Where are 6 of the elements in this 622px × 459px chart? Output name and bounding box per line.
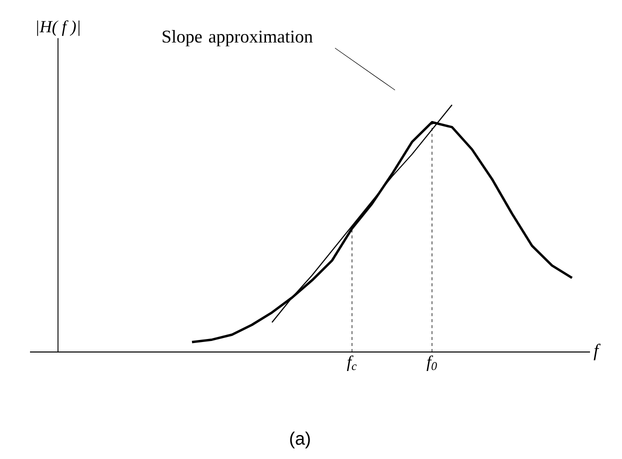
text: (a) [290,432,310,448]
text: |H( f )| [37,20,80,36]
x-tick-label: f$_{0}$ [426,356,437,372]
text: Slope approximation [162,30,313,46]
x-axis-title: f [594,344,601,360]
x-tick-label: f$_{c}$ [346,356,357,372]
